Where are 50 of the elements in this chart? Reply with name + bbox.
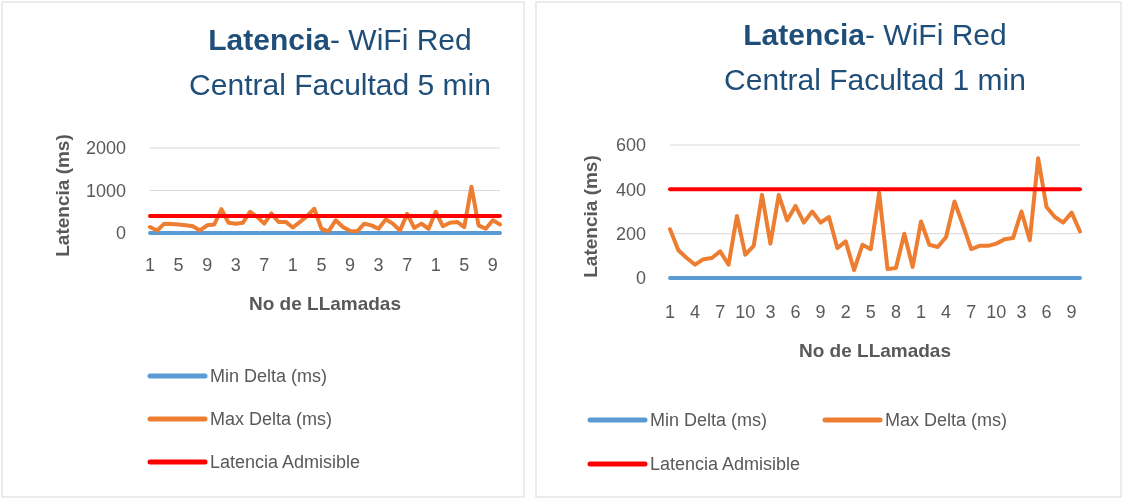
y-tick-label: 1000 xyxy=(85,180,126,201)
legend-label: Min Delta (ms) xyxy=(210,366,328,387)
y-tick-label: 200 xyxy=(615,223,646,244)
x-tick-label: 6 xyxy=(1041,302,1052,323)
x-axis-title: No de LLamadas xyxy=(798,339,952,361)
x-tick-label: 3 xyxy=(1016,302,1027,323)
x-tick-label: 1 xyxy=(287,255,298,276)
x-tick-label: 1 xyxy=(664,302,676,323)
legend-label: Latencia Admisible xyxy=(210,452,361,473)
x-tick-label: 1 xyxy=(430,255,441,276)
y-tick-label: 600 xyxy=(615,135,646,156)
x-tick-label: 7 xyxy=(715,302,726,323)
line-series xyxy=(668,156,1082,273)
x-tick-label: 2 xyxy=(840,302,851,323)
x-tick-label: 7 xyxy=(402,255,413,276)
legend-label: Latencia Admisible xyxy=(650,454,801,475)
legend-label: Max Delta (ms) xyxy=(885,410,1008,431)
chart-title: Latencia- WiFi Red Central Facultad 1 min xyxy=(724,18,1026,96)
x-tick-label: 9 xyxy=(202,255,213,276)
x-tick-label: 9 xyxy=(344,255,356,276)
x-tick-label: 3 xyxy=(230,255,241,276)
x-tick-label: 10 xyxy=(986,302,1007,323)
x-tick-label: 5 xyxy=(459,255,470,276)
x-tick-label: 4 xyxy=(941,302,952,323)
x-tick-label: 1 xyxy=(144,255,156,276)
chart-title: Latencia- WiFi Red Central Facultad 5 min xyxy=(189,23,491,101)
x-tick-label: 4 xyxy=(690,302,701,323)
x-tick-label: 10 xyxy=(735,302,756,323)
x-tick-label: 1 xyxy=(916,302,927,323)
x-tick-label: 5 xyxy=(316,255,327,276)
y-tick-label: 2000 xyxy=(85,138,126,159)
y-axis-title: Latencia (ms) xyxy=(579,155,601,278)
x-tick-label: 5 xyxy=(865,302,876,323)
y-tick-label: 0 xyxy=(115,223,126,244)
x-tick-label: 8 xyxy=(890,302,901,323)
legend-label: Max Delta (ms) xyxy=(210,409,333,430)
x-tick-label: 9 xyxy=(1066,302,1077,323)
x-tick-label: 7 xyxy=(259,255,270,276)
x-tick-label: 3 xyxy=(765,302,776,323)
x-tick-label: 9 xyxy=(815,302,826,323)
y-tick-label: 0 xyxy=(635,268,646,289)
x-axis-title: No de LLamadas xyxy=(248,292,402,314)
y-tick-label: 400 xyxy=(615,179,646,200)
legend-label: Min Delta (ms) xyxy=(650,410,768,431)
x-tick-label: 9 xyxy=(487,255,498,276)
x-tick-label: 5 xyxy=(173,255,184,276)
x-tick-label: 7 xyxy=(966,302,977,323)
y-axis-title: Latencia (ms) xyxy=(51,134,73,257)
x-tick-label: 6 xyxy=(790,302,801,323)
x-tick-label: 3 xyxy=(373,255,384,276)
